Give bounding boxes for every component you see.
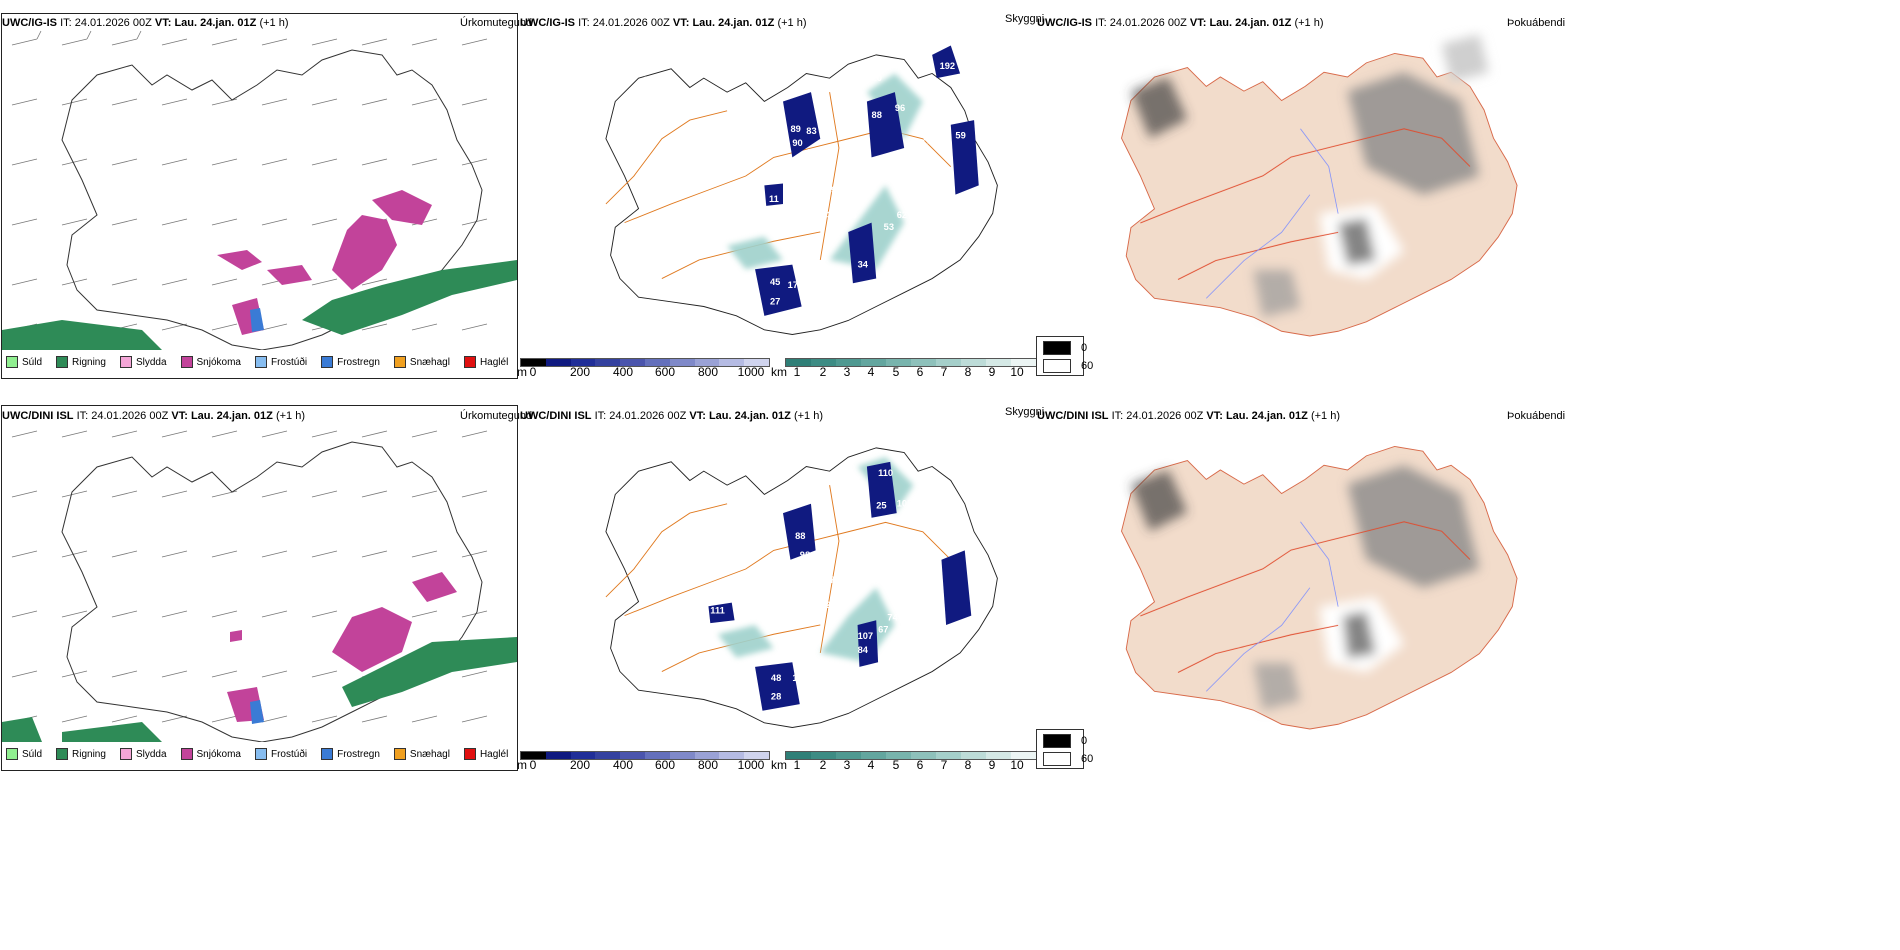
header-bottom-middle: UWC/DINI ISL IT: 24.01.2026 00Z VT: Lau.… bbox=[520, 410, 823, 422]
precip-legend-top: Súld Rigning Slydda Snjókoma Frostúði Fr… bbox=[6, 356, 522, 368]
header-bottom-left: UWC/DINI ISL IT: 24.01.2026 00Z VT: Lau.… bbox=[2, 410, 305, 422]
visibility-title-bottom: Skyggni bbox=[1005, 406, 1045, 418]
fog-title-top: Þokuábendi bbox=[1507, 17, 1566, 29]
svg-text:34: 34 bbox=[858, 259, 869, 269]
svg-text:22: 22 bbox=[820, 600, 830, 610]
precip-type-frame-bottom bbox=[1, 405, 518, 771]
svg-text:20: 20 bbox=[872, 73, 882, 83]
precip-legend-bottom: Súld Rigning Slydda Snjókoma Frostúði Fr… bbox=[6, 748, 522, 760]
colorbar-top: m 0 200 400 600 800 1000 km 1 2 3 4 5 6 … bbox=[517, 358, 1037, 379]
swatch-rain bbox=[56, 356, 69, 368]
svg-text:52: 52 bbox=[848, 140, 858, 150]
swatch-graupel bbox=[393, 356, 406, 368]
svg-text:192: 192 bbox=[940, 61, 956, 71]
svg-text:59: 59 bbox=[955, 131, 965, 141]
rain-areas bbox=[2, 260, 517, 350]
svg-text:88: 88 bbox=[795, 531, 805, 541]
svg-text:98: 98 bbox=[846, 210, 856, 220]
snow-areas bbox=[217, 190, 432, 335]
svg-text:58: 58 bbox=[746, 287, 756, 297]
svg-text:62: 62 bbox=[897, 210, 907, 220]
svg-text:11: 11 bbox=[769, 194, 779, 204]
svg-text:28: 28 bbox=[771, 692, 781, 702]
svg-text:77: 77 bbox=[921, 135, 931, 145]
colorbar-bottom: m 0 200 400 600 800 1000 km 1 2 3 4 5 6 … bbox=[517, 751, 1037, 772]
colorbar-km-top bbox=[785, 358, 1037, 367]
svg-text:79: 79 bbox=[826, 185, 836, 195]
svg-text:15: 15 bbox=[897, 177, 907, 187]
svg-text:70: 70 bbox=[746, 682, 756, 692]
colorbar-m-top bbox=[520, 358, 770, 367]
svg-text:107: 107 bbox=[858, 631, 874, 641]
svg-text:98: 98 bbox=[800, 550, 810, 560]
svg-text:65: 65 bbox=[921, 124, 931, 134]
svg-text:48: 48 bbox=[771, 673, 781, 683]
svg-text:11: 11 bbox=[792, 673, 802, 683]
svg-text:110: 110 bbox=[878, 468, 893, 478]
svg-text:07: 07 bbox=[923, 514, 933, 524]
svg-text:24: 24 bbox=[846, 541, 857, 551]
fog-map-top bbox=[1065, 25, 1550, 355]
visibility-title-top: Skyggni bbox=[1005, 13, 1045, 25]
header-top-right: UWC/IG-IS IT: 24.01.2026 00Z VT: Lau. 24… bbox=[1037, 17, 1324, 29]
svg-text:176: 176 bbox=[788, 280, 804, 290]
header-top-middle: UWC/IG-IS IT: 24.01.2026 00Z VT: Lau. 24… bbox=[520, 17, 807, 29]
svg-text:66: 66 bbox=[904, 598, 914, 608]
svg-text:105: 105 bbox=[897, 499, 913, 509]
svg-text:25: 25 bbox=[876, 500, 886, 510]
fog-legend-bottom: 0 60 bbox=[1036, 729, 1093, 769]
svg-text:27: 27 bbox=[770, 297, 780, 307]
svg-text:68: 68 bbox=[909, 219, 919, 229]
swatch-sudd bbox=[6, 356, 18, 368]
svg-text:82: 82 bbox=[643, 75, 653, 85]
swatch-freezing-drizzle bbox=[254, 356, 267, 368]
swatch-freezing-rain bbox=[321, 356, 334, 368]
svg-text:74: 74 bbox=[887, 612, 898, 622]
svg-text:84: 84 bbox=[858, 645, 869, 655]
svg-text:91: 91 bbox=[918, 580, 928, 590]
header-bottom-right: UWC/DINI ISL IT: 24.01.2026 00Z VT: Lau.… bbox=[1037, 410, 1340, 422]
visibility-map-bottom: 110 25 105 07 88 98 24 68 79 92 91 66 51 74 107 67… bbox=[550, 418, 1030, 748]
svg-text:71: 71 bbox=[846, 173, 856, 183]
fog-legend-top: 0 60 bbox=[1036, 336, 1093, 376]
swatch-hail bbox=[463, 356, 476, 368]
header-top-left: UWC/IG-IS IT: 24.01.2026 00Z VT: Lau. 24… bbox=[2, 17, 289, 29]
svg-text:45: 45 bbox=[770, 277, 780, 287]
svg-text:83: 83 bbox=[806, 126, 816, 136]
svg-text:96: 96 bbox=[895, 103, 905, 113]
svg-text:12: 12 bbox=[806, 148, 816, 158]
svg-text:88: 88 bbox=[872, 110, 882, 120]
svg-text:89: 89 bbox=[790, 124, 800, 134]
visibility-map-top: 192 20 82 96 88 89 83 90 12 130 65 77 59 52 100 71… bbox=[550, 25, 1030, 355]
precip-type-map-top bbox=[2, 30, 517, 350]
svg-text:130: 130 bbox=[811, 159, 827, 169]
fog-title-bottom: Þokuábendi bbox=[1507, 410, 1566, 422]
svg-text:79: 79 bbox=[830, 575, 840, 585]
precip-type-map-bottom bbox=[2, 422, 517, 742]
svg-text:68: 68 bbox=[846, 559, 856, 569]
svg-text:67: 67 bbox=[878, 624, 888, 634]
wind-barbs bbox=[11, 30, 488, 331]
svg-text:133: 133 bbox=[817, 210, 833, 220]
svg-text:53: 53 bbox=[884, 222, 894, 232]
svg-text:11: 11 bbox=[774, 570, 784, 580]
svg-text:100: 100 bbox=[848, 157, 864, 167]
precip-type-frame-top bbox=[1, 13, 518, 379]
fog-map-bottom bbox=[1065, 418, 1550, 748]
precip-type-title-top: Úrkomutegund bbox=[460, 17, 533, 29]
swatch-sleet bbox=[119, 356, 132, 368]
precip-type-title-bottom: Úrkomutegund bbox=[460, 410, 533, 422]
svg-text:51: 51 bbox=[913, 608, 923, 618]
swatch-snow bbox=[180, 356, 193, 368]
svg-text:90: 90 bbox=[792, 138, 802, 148]
svg-text:111: 111 bbox=[710, 606, 725, 616]
svg-text:92: 92 bbox=[921, 568, 931, 578]
